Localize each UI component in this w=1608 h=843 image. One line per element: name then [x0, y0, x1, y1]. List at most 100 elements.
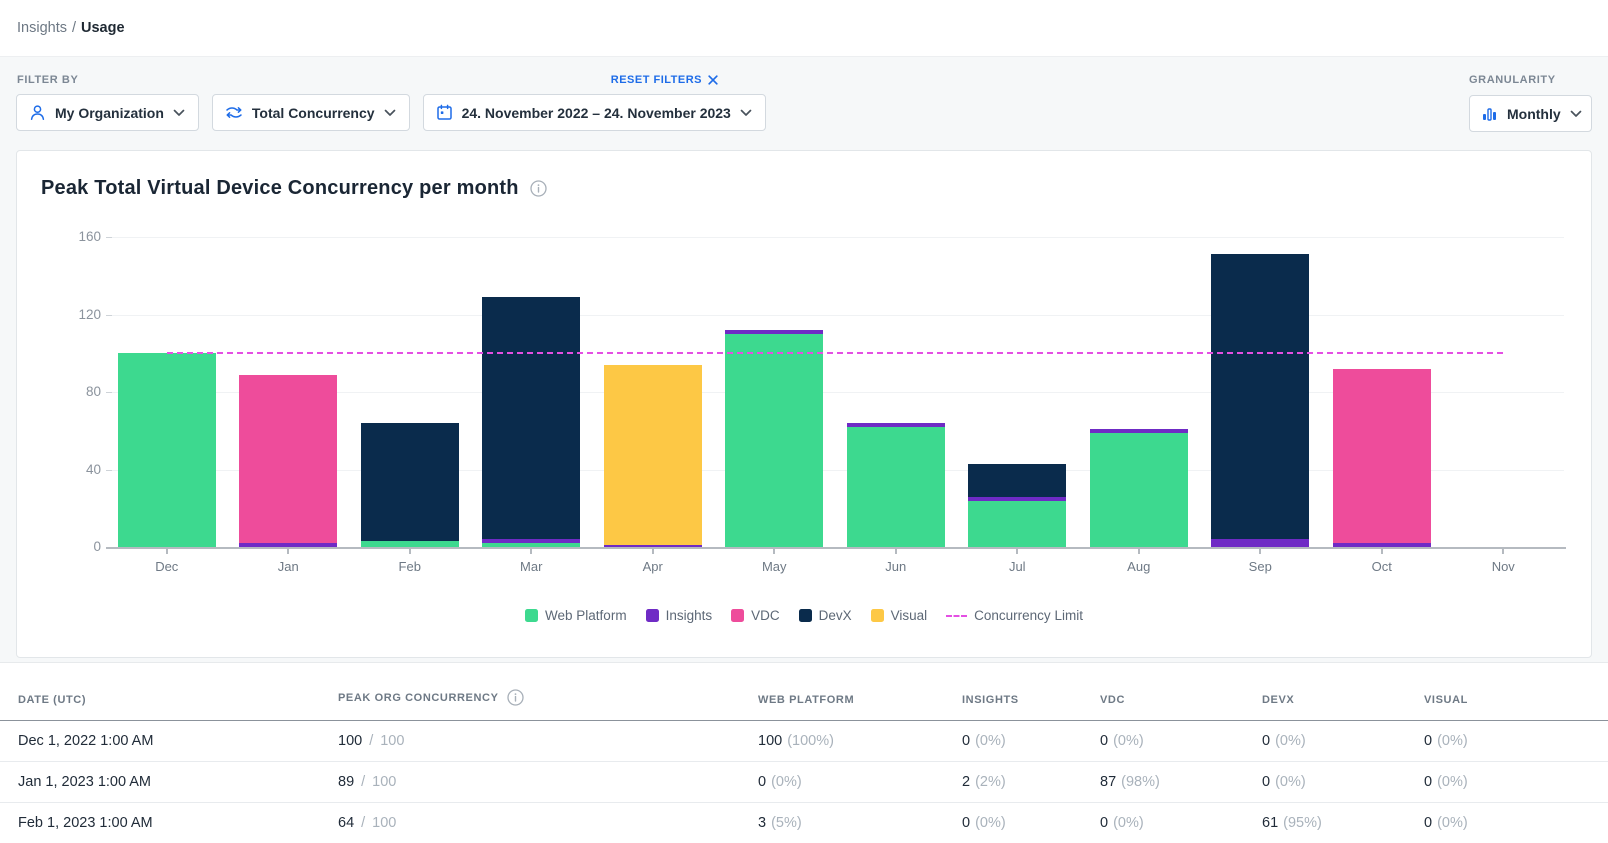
bar-segment-web-platform [117, 353, 216, 547]
table-row: Dec 1, 2022 1:00 AM 100/100 100 (100%) 0 (0%)… [0, 721, 1608, 762]
breadcrumb-separator: / [71, 20, 77, 36]
concurrency-icon [225, 105, 243, 120]
bar-feb[interactable] [360, 423, 459, 547]
bar-segment-vdc [1332, 368, 1431, 544]
chart-plot-area [106, 237, 1566, 549]
bar-segment-insights [1089, 428, 1188, 433]
x-axis-label: Feb [398, 559, 421, 574]
granularity-label: GRANULARITY [1469, 74, 1556, 86]
bar-segment-insights [1211, 539, 1310, 547]
x-axis-tick [773, 549, 776, 554]
info-icon[interactable] [506, 689, 524, 706]
x-axis-label: Nov [1491, 559, 1515, 574]
x-axis-tick [1380, 549, 1383, 554]
cell-devx: 0 (0%) [1262, 733, 1306, 749]
breadcrumb: Insights / Usage [0, 0, 1608, 57]
usage-table: DATE (UTC) PEAK ORG CONCURRENCY WEB PLATFO… [0, 662, 1608, 843]
cell-visual: 0 (0%) [1424, 733, 1468, 749]
x-axis-labels: Dec Jan Feb Mar Apr May Jun Jul Aug Sep Oct Nov [106, 549, 1564, 574]
legend-item-visual[interactable]: Visual [870, 608, 928, 623]
filter-dropdown-label: My Organization [55, 104, 164, 121]
bar-jun[interactable] [846, 423, 945, 547]
granularity-value: Monthly [1507, 105, 1561, 122]
x-axis-label: Oct [1371, 559, 1392, 574]
cell-date: Feb 1, 2023 1:00 AM [18, 815, 153, 831]
bar-aug[interactable] [1089, 428, 1188, 547]
table-row: Jan 1, 2023 1:00 AM 89/100 0 (0%) 2 (2%) 87 (98… [0, 762, 1608, 803]
concurrency-limit-line [167, 352, 1503, 355]
calendar-icon [436, 104, 453, 121]
legend-item-web-platform[interactable]: Web Platform [525, 608, 627, 623]
bar-apr[interactable] [603, 364, 702, 547]
bar-jan[interactable] [239, 374, 338, 547]
y-axis-tick-label: 0 [93, 539, 101, 554]
legend-label: Visual [890, 608, 928, 623]
legend-item-devx[interactable]: DevX [798, 608, 852, 623]
bar-jul[interactable] [968, 463, 1067, 547]
info-icon[interactable] [530, 180, 547, 197]
x-axis-tick [165, 549, 168, 554]
bar-segment-insights [239, 543, 338, 547]
legend-swatch [525, 609, 539, 622]
cell-insights: 0 (0%) [962, 733, 1006, 749]
chevron-down-icon [384, 109, 396, 117]
filter-dropdown-daterange[interactable]: 24. November 2022 – 24. November 2023 [422, 94, 766, 131]
bar-may[interactable] [725, 330, 824, 547]
granularity-dropdown[interactable]: Monthly [1469, 95, 1592, 132]
filter-dropdown-metric[interactable]: Total Concurrency [211, 94, 410, 131]
filter-dropdown-organization[interactable]: My Organization [16, 94, 199, 131]
bar-segment-web-platform [846, 426, 945, 547]
gridline [106, 237, 1564, 238]
x-axis-tick [1137, 549, 1140, 554]
bar-oct[interactable] [1332, 368, 1431, 547]
cell-web-platform: 3 (5%) [758, 815, 802, 831]
column-header-devx: DEVX [1262, 694, 1295, 706]
filter-dropdown-label: Total Concurrency [251, 104, 375, 121]
legend-swatch [645, 609, 659, 622]
legend-swatch [731, 609, 745, 622]
x-axis-tick [651, 549, 654, 554]
bar-sep[interactable] [1211, 254, 1310, 547]
legend-label: Insights [665, 608, 713, 623]
y-axis-tick-label: 80 [85, 384, 101, 399]
bar-segment-insights [968, 496, 1067, 501]
cell-vdc: 87 (98%) [1100, 774, 1160, 790]
legend-item-concurrency-limit[interactable]: Concurrency Limit [946, 608, 1083, 623]
reset-filters-label: RESET FILTERS [610, 74, 702, 86]
bar-segment-devx [360, 423, 459, 542]
cell-devx: 0 (0%) [1262, 774, 1306, 790]
bar-mar[interactable] [482, 297, 581, 547]
x-axis-tick [1016, 549, 1019, 554]
cell-insights: 0 (0%) [962, 815, 1006, 831]
column-header-insights: INSIGHTS [962, 694, 1019, 706]
table-row: Feb 1, 2023 1:00 AM 64/100 3 (5%) 0 (0%) 0 (0%)… [0, 803, 1608, 843]
x-axis-tick [894, 549, 897, 554]
x-axis-tick [287, 549, 290, 554]
cell-insights: 2 (2%) [962, 774, 1006, 790]
legend-swatch [870, 609, 884, 622]
bar-segment-devx [482, 297, 581, 540]
chevron-down-icon [1570, 110, 1582, 118]
gridline [106, 392, 1564, 393]
column-header-web-platform: WEB PLATFORM [758, 694, 855, 706]
cell-web-platform: 100 (100%) [758, 733, 834, 749]
legend-swatch [798, 609, 812, 622]
cell-date: Jan 1, 2023 1:00 AM [18, 774, 152, 790]
bar-dec[interactable] [117, 353, 216, 547]
gridline [106, 469, 1564, 471]
legend-label: VDC [751, 608, 780, 623]
legend-item-insights[interactable]: Insights [645, 608, 713, 623]
breadcrumb-current-page: Usage [81, 20, 125, 36]
legend-limit-swatch [946, 614, 968, 617]
legend-item-vdc[interactable]: VDC [731, 608, 780, 623]
y-axis-tick-label: 40 [85, 461, 101, 477]
bar-segment-visual [603, 364, 702, 546]
bar-segment-devx [968, 463, 1067, 497]
bar-segment-vdc [239, 374, 338, 544]
breadcrumb-section[interactable]: Insights [17, 20, 67, 36]
reset-filters-button[interactable]: RESET FILTERS [611, 74, 718, 86]
chart-title: Peak Total Virtual Device Concurrency pe… [41, 177, 519, 199]
bar-segment-insights [846, 423, 945, 427]
table-header-row: DATE (UTC) PEAK ORG CONCURRENCY WEB PLATFO… [0, 663, 1608, 721]
x-axis-label: Apr [642, 559, 663, 574]
